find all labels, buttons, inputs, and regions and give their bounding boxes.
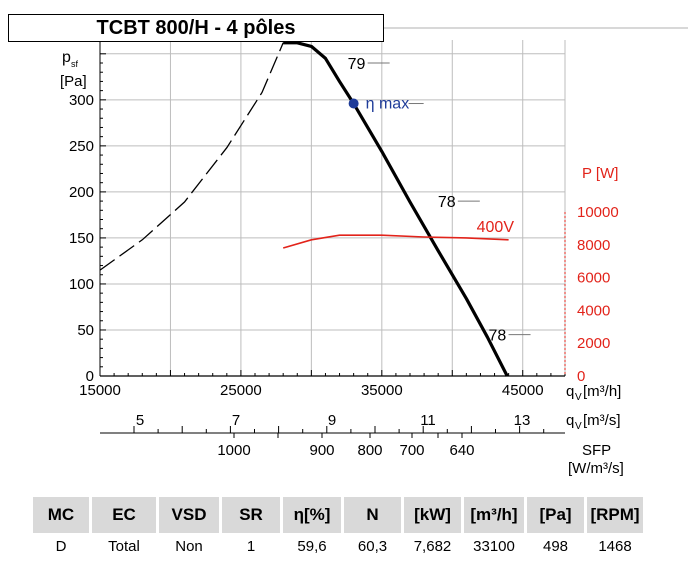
spec-header-eta: η[%] [283, 497, 341, 533]
spec-cell-sr: 1 [246, 537, 256, 555]
spec-header-pa: [Pa] [527, 497, 584, 533]
y-tick-label: 300 [69, 92, 94, 109]
fan-curve-dashed-line [99, 42, 284, 271]
x-axis-unit: [m³/h] [583, 383, 621, 400]
x-axis-label-sub: V [575, 392, 582, 403]
spec-cell-pa: 498 [542, 537, 569, 555]
spec-table: MC EC VSD SR η[%] N [kW] [m³/h] [Pa] [RP… [30, 497, 646, 559]
spec-header-mc: MC [33, 497, 89, 533]
eta-max-label: η max [366, 96, 410, 113]
spec-cell-flow: 33100 [473, 537, 515, 555]
sfp-tick-label: 700 [399, 442, 424, 459]
spec-header-sr: SR [222, 497, 280, 533]
y-tick-label: 200 [69, 184, 94, 201]
power-tick-label: 10000 [577, 204, 619, 221]
power-tick-label: 8000 [577, 237, 610, 254]
power-axis-label: P [W] [582, 165, 618, 182]
sfp-tick-label: 1000 [217, 442, 250, 459]
spec-cell-rpm: 1468 [598, 537, 632, 555]
secondary-axis-unit: [m³/s] [583, 412, 621, 429]
efficiency-label: 78 [438, 194, 456, 211]
secondary-axis-tick-label: 13 [514, 412, 531, 429]
spec-header-n: N [344, 497, 401, 533]
fan-curve-line [283, 41, 509, 377]
secondary-axis-tick-label: 7 [232, 412, 240, 429]
y-tick-label: 50 [77, 322, 94, 339]
spec-header-ec: EC [92, 497, 156, 533]
x-axis-label: q [566, 383, 574, 400]
sfp-axis-unit: [W/m³/s] [568, 460, 624, 477]
spec-table-row: D Total Non 1 59,6 60,3 7,682 33100 498 … [33, 533, 643, 559]
spec-cell-vsd: Non [175, 537, 203, 555]
power-tick-label: 2000 [577, 335, 610, 352]
chart-title: TCBT 800/H - 4 pôles [8, 14, 384, 42]
power-tick-label: 6000 [577, 270, 610, 287]
power-tick-label: 0 [577, 368, 585, 385]
spec-cell-ec: Total [108, 537, 140, 555]
sfp-axis-label: SFP [582, 442, 611, 459]
spec-cell-mc: D [55, 537, 67, 555]
spec-header-vsd: VSD [159, 497, 219, 533]
spec-cell-eta: 59,6 [297, 537, 327, 555]
y-axis-label: p [62, 49, 71, 66]
secondary-axis-tick-label: 9 [328, 412, 336, 429]
y-tick-label: 100 [69, 276, 94, 293]
secondary-axis-tick-label: 11 [420, 412, 436, 429]
y-axis-label-sub: sf [71, 59, 79, 69]
sfp-tick-label: 800 [357, 442, 382, 459]
spec-cell-kw: 7,682 [413, 537, 452, 555]
spec-header-rpm: [RPM] [587, 497, 643, 533]
efficiency-label: 79 [348, 56, 366, 73]
spec-header-flow: [m³/h] [464, 497, 524, 533]
spec-table-header-row: MC EC VSD SR η[%] N [kW] [m³/h] [Pa] [RP… [33, 497, 643, 533]
sfp-tick-label: 640 [449, 442, 474, 459]
y-axis-unit: [Pa] [60, 73, 87, 90]
spec-header-kw: [kW] [404, 497, 461, 533]
y-tick-label: 250 [69, 138, 94, 155]
x-tick-label: 25000 [220, 382, 262, 399]
y-tick-label: 150 [69, 230, 94, 247]
secondary-axis-tick-label: 5 [136, 412, 144, 429]
fan-performance-chart: 0 50 100 150 200 250 300 p sf [Pa] 0 2000 4000 6000 80… [60, 27, 688, 477]
eta-max-marker [348, 98, 359, 109]
secondary-axis-label: q [566, 412, 574, 429]
y-tick-label: 0 [86, 368, 94, 385]
secondary-axis-label-sub: V [575, 421, 582, 432]
sfp-tick-label: 900 [309, 442, 334, 459]
power-curve-label: 400V [477, 219, 515, 236]
x-tick-label: 35000 [361, 382, 403, 399]
spec-cell-n: 60,3 [357, 537, 388, 555]
power-curve-line [282, 234, 509, 249]
efficiency-label: 78 [489, 328, 507, 345]
x-tick-label: 15000 [79, 382, 121, 399]
x-tick-label: 45000 [502, 382, 544, 399]
power-tick-label: 4000 [577, 302, 610, 319]
